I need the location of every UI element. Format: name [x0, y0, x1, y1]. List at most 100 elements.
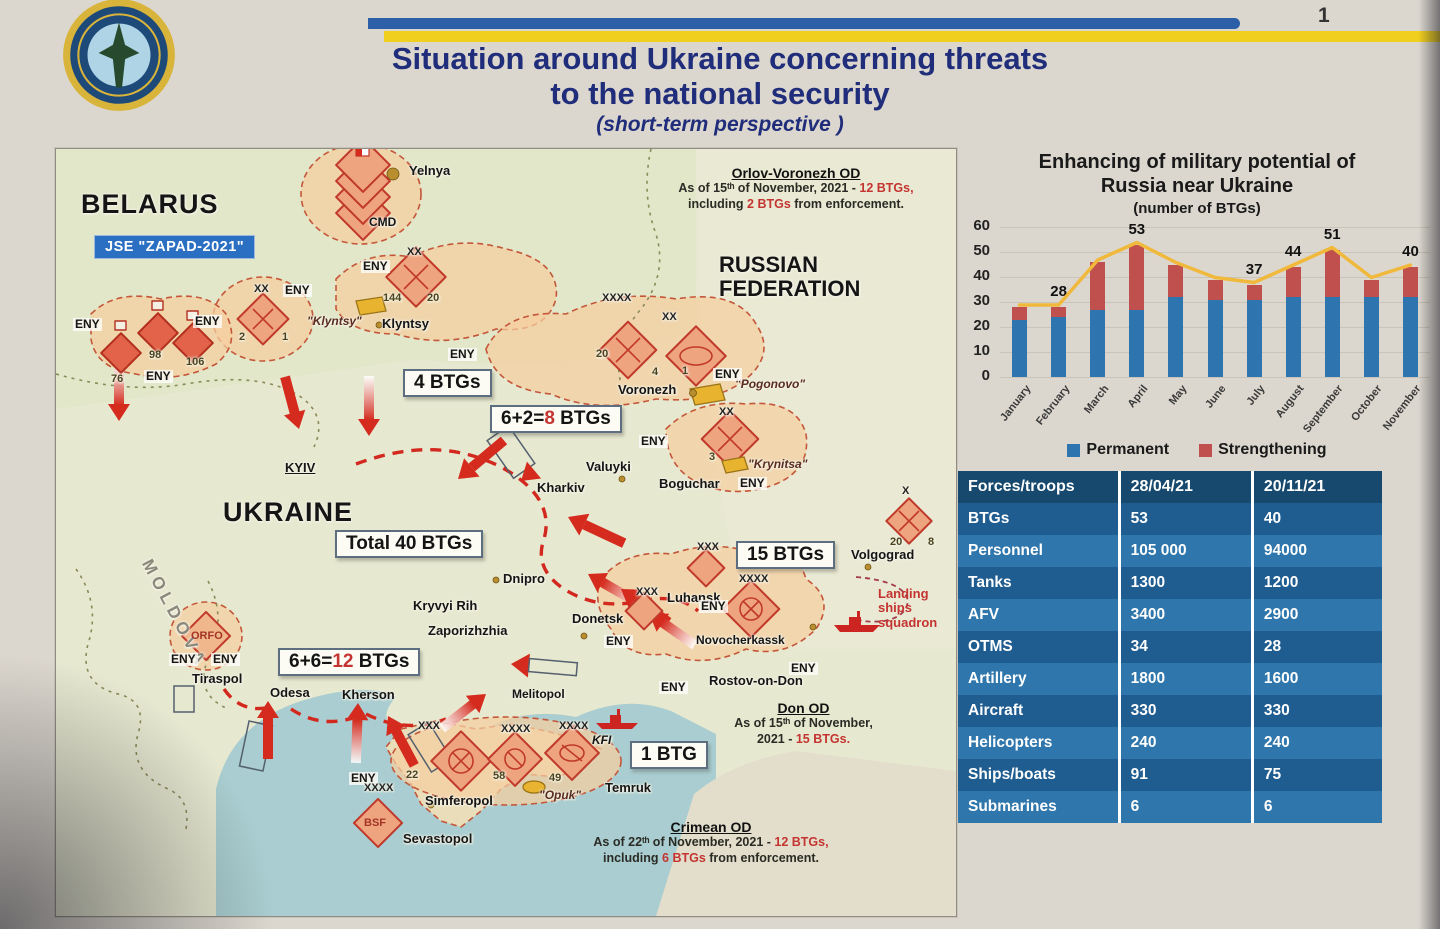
- title-subtitle: (short-term perspective ): [596, 113, 844, 137]
- legend-permanent-label: Permanent: [1086, 441, 1170, 458]
- value-april: 240: [1117, 727, 1253, 759]
- col-date-april: 28/04/21: [1117, 471, 1253, 503]
- table-row: Helicopters 240 240: [958, 727, 1382, 759]
- value-november: 2900: [1250, 599, 1382, 631]
- echelon-xxx: XXX: [697, 541, 720, 553]
- table-header-row: Forces/troops 28/04/21 20/11/21: [958, 471, 1382, 503]
- unit-number: 20: [427, 292, 440, 304]
- unit-number: 20: [596, 348, 609, 360]
- city-sevastopol: Sevastopol: [403, 831, 473, 846]
- row-label: Personnel: [958, 535, 1120, 567]
- value-april: 53: [1117, 503, 1253, 535]
- eny-label: ENY: [639, 434, 668, 448]
- y-tick-label: 40: [973, 267, 990, 284]
- echelon-xx: XX: [662, 311, 677, 323]
- eny-label: ENY: [169, 652, 198, 666]
- unit-number: 3: [709, 451, 716, 463]
- btg-12-count: 12: [332, 651, 354, 672]
- unit-number: 76: [111, 373, 124, 385]
- value-april: 105 000: [1117, 535, 1253, 567]
- unit-number: 2: [239, 331, 246, 343]
- eny-label: ENY: [604, 634, 633, 648]
- don-od-title: Don OD: [777, 700, 830, 716]
- btg-box-total: Total 40 BTGs: [335, 530, 484, 558]
- table-row: OTMS 34 28: [958, 631, 1382, 663]
- value-april: 3400: [1117, 599, 1253, 631]
- table-row: Artillery 1800 1600: [958, 663, 1382, 695]
- row-label: Ships/boats: [958, 759, 1120, 791]
- zapad-exercise-badge: JSE "ZAPAD-2021": [94, 235, 256, 259]
- label-belarus: BELARUS: [81, 189, 219, 219]
- city-melitopol: Melitopol: [512, 687, 565, 701]
- orlov-od-btgs2: 2 BTGs: [747, 196, 791, 211]
- title-line-2: to the national security: [550, 75, 890, 111]
- row-label: OTMS: [958, 631, 1120, 663]
- echelon-xxxx: XXXX: [501, 723, 531, 735]
- value-november: 28: [1250, 631, 1382, 663]
- value-november: 240: [1250, 727, 1382, 759]
- eny-label: ENY: [283, 283, 312, 297]
- table-row: Personnel 105 000 94000: [958, 535, 1382, 567]
- landing-line2: ships: [878, 600, 912, 616]
- flag-stripe-blue: [368, 18, 1240, 29]
- unit-number: 20: [890, 536, 903, 548]
- unit-orfo: ORFO: [191, 630, 223, 642]
- city-zaporizhzhia: Zaporizhzhia: [428, 623, 508, 638]
- value-april: 91: [1117, 759, 1253, 791]
- value-april: 330: [1117, 695, 1253, 727]
- value-april: 6: [1117, 791, 1253, 823]
- btg-12-suffix: BTGs: [353, 651, 410, 672]
- row-label: Submarines: [958, 791, 1120, 823]
- chart-x-axis: January February March April May June July Augu…: [998, 377, 1430, 441]
- range-klyntsy: "Klyntsy": [307, 314, 362, 328]
- row-label: BTGs: [958, 503, 1120, 535]
- unit-cmd: CMD: [369, 215, 397, 229]
- unit-number: 8: [928, 536, 935, 548]
- city-dnipro: Dnipro: [503, 571, 545, 586]
- crimean-od-text3: from enforcement.: [705, 850, 819, 865]
- btg-box-15: 15 BTGs: [736, 541, 836, 569]
- city-novocherkassk: Novocherkassk: [696, 633, 785, 647]
- chart-legend: Permanent Strengthening: [958, 441, 1436, 459]
- crimean-od-btgs: 12 BTGs,: [774, 835, 829, 849]
- value-november: 330: [1250, 695, 1382, 727]
- city-yelnya: Yelnya: [409, 163, 451, 178]
- y-tick-label: 0: [981, 367, 990, 384]
- legend-swatch-red-icon: [1199, 443, 1213, 457]
- eny-label: ENY: [193, 314, 222, 328]
- value-november: 1600: [1250, 663, 1382, 695]
- label-russia: RUSSIAN FEDERATION: [719, 253, 860, 301]
- echelon-xxxx: XXXX: [559, 720, 589, 732]
- btg-box-12: 6+6=12 BTGs: [278, 648, 421, 676]
- unit-number: 4: [652, 366, 659, 378]
- unit-number: 22: [406, 769, 419, 781]
- table-row: Submarines 6 6: [958, 791, 1382, 823]
- crimean-od-text: As of 22ᵗʰ of November, 2021 -: [593, 835, 775, 849]
- forces-table-head: Forces/troops 28/04/21 20/11/21: [958, 471, 1382, 503]
- crimean-od-text2: including: [602, 850, 663, 865]
- label-russia-line1: RUSSIAN: [719, 252, 819, 277]
- city-tiraspol: Tiraspol: [192, 671, 243, 686]
- crimean-od-btgs2: 6 BTGs: [662, 850, 706, 865]
- btg-8-count: 8: [544, 408, 555, 429]
- echelon-xxxx: XXXX: [364, 782, 394, 794]
- eny-label: ENY: [699, 599, 728, 613]
- range-pogonovo: "Pogonovo": [735, 377, 806, 391]
- orlov-voronezh-od-note: Orlov-Voronezh OD As of 15ᵗʰ of November…: [641, 165, 951, 212]
- legend-strengthening: Strengthening: [1199, 441, 1327, 459]
- row-label: Aircraft: [958, 695, 1120, 727]
- y-tick-label: 20: [973, 317, 990, 334]
- orlov-od-btgs: 12 BTGs,: [859, 181, 914, 195]
- unit-number: 98: [149, 349, 162, 361]
- chart-title: Enhancing of military potential of Russi…: [1038, 151, 1356, 197]
- eny-label: ENY: [73, 317, 102, 331]
- btg-box-4: 4 BTGs: [403, 369, 492, 397]
- echelon-xxxx: XXXX: [739, 573, 769, 585]
- btg-chart: 0 10 20 30 40 50 60 28 53 37 44 51 40: [958, 217, 1436, 384]
- city-valuyki: Valuyki: [586, 459, 631, 474]
- value-november: 94000: [1250, 535, 1382, 567]
- city-donetsk: Donetsk: [572, 611, 624, 626]
- btg-8-prefix: 6+2=: [501, 408, 545, 429]
- value-november: 40: [1250, 503, 1382, 535]
